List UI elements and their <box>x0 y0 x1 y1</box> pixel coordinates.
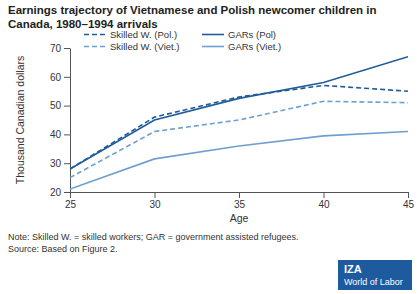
y-tick-mark <box>64 77 70 78</box>
series-line <box>70 132 408 190</box>
title-line: Earnings trajectory of Vietnamese and Po… <box>8 4 377 16</box>
y-tick-mark <box>64 163 70 164</box>
legend-item: Skilled W. (Pol.) <box>84 29 177 40</box>
legend-item: GARs (Pol) <box>202 29 276 40</box>
y-tick-mark <box>64 192 70 193</box>
series-line <box>70 101 408 177</box>
y-tick-mark <box>64 48 70 49</box>
y-tick: 60 <box>50 72 70 83</box>
x-tick-label: 35 <box>234 199 246 210</box>
y-tick-label: 50 <box>50 100 62 111</box>
y-axis-title: Thousand Canadian dollars <box>14 56 26 184</box>
x-tick-label: 45 <box>403 199 415 210</box>
x-axis: 25 30 35 40 45 <box>65 192 415 210</box>
y-tick-label: 40 <box>50 129 62 140</box>
y-tick-mark <box>64 134 70 135</box>
legend-swatch <box>84 34 106 36</box>
lines <box>70 57 408 189</box>
x-axis-title: Age <box>230 212 249 224</box>
x-tick-label: 40 <box>318 199 330 210</box>
logo-box <box>338 260 412 290</box>
legend-label: GARs (Viet.) <box>228 41 281 52</box>
x-tick-mark <box>155 192 156 198</box>
y-tick-mark <box>64 106 70 107</box>
note: Note: Skilled W. = skilled workers; GAR … <box>8 232 299 242</box>
y-tick: 40 <box>50 129 70 140</box>
y-tick-label: 70 <box>50 43 62 54</box>
x-tick-label: 30 <box>149 199 161 210</box>
x-tick-mark <box>239 192 240 198</box>
logo: IZA World of Labor <box>338 260 412 290</box>
y-axis-line <box>70 49 71 193</box>
logo-subtitle: World of Labor <box>344 277 403 287</box>
chart-container: Earnings trajectory of Vietnamese and Po… <box>0 0 418 294</box>
y-tick: 30 <box>50 158 70 169</box>
legend-item: GARs (Viet.) <box>202 41 281 52</box>
legend-swatch <box>202 34 224 36</box>
legend-swatch <box>202 46 224 48</box>
legend-item: Skilled W. (Viet.) <box>84 41 180 52</box>
series-line <box>70 57 408 169</box>
logo-name: IZA <box>344 263 362 275</box>
plot: 25 30 35 40 45 20 30 40 50 60 70 Age Skilled W. (Pol… <box>50 29 415 224</box>
y-axis: 20 30 40 50 60 70 <box>50 43 71 198</box>
y-tick: 70 <box>50 43 70 54</box>
y-tick-label: 60 <box>50 72 62 83</box>
x-tick-mark <box>324 192 325 198</box>
source: Source: Based on Figure 2. <box>8 244 118 254</box>
x-tick: 25 <box>65 192 77 210</box>
y-tick-label: 30 <box>50 158 62 169</box>
legend-label: GARs (Pol) <box>228 29 276 40</box>
legend: Skilled W. (Pol.) GARs (Pol) Skilled W. (V… <box>84 29 281 52</box>
x-tick-label: 25 <box>65 199 77 210</box>
x-tick: 35 <box>234 192 246 210</box>
legend-label: Skilled W. (Viet.) <box>110 41 180 52</box>
legend-swatch <box>84 46 106 48</box>
x-tick: 45 <box>403 192 415 210</box>
x-tick: 40 <box>318 192 330 210</box>
chart-svg: Earnings trajectory of Vietnamese and Po… <box>0 0 418 294</box>
y-tick-label: 20 <box>50 187 62 198</box>
x-tick-mark <box>408 192 409 198</box>
y-tick: 20 <box>50 187 70 198</box>
title: Earnings trajectory of Vietnamese and Po… <box>8 4 377 30</box>
x-tick-mark <box>70 192 71 198</box>
x-tick: 30 <box>149 192 161 210</box>
y-tick: 50 <box>50 100 70 111</box>
legend-label: Skilled W. (Pol.) <box>110 29 177 40</box>
